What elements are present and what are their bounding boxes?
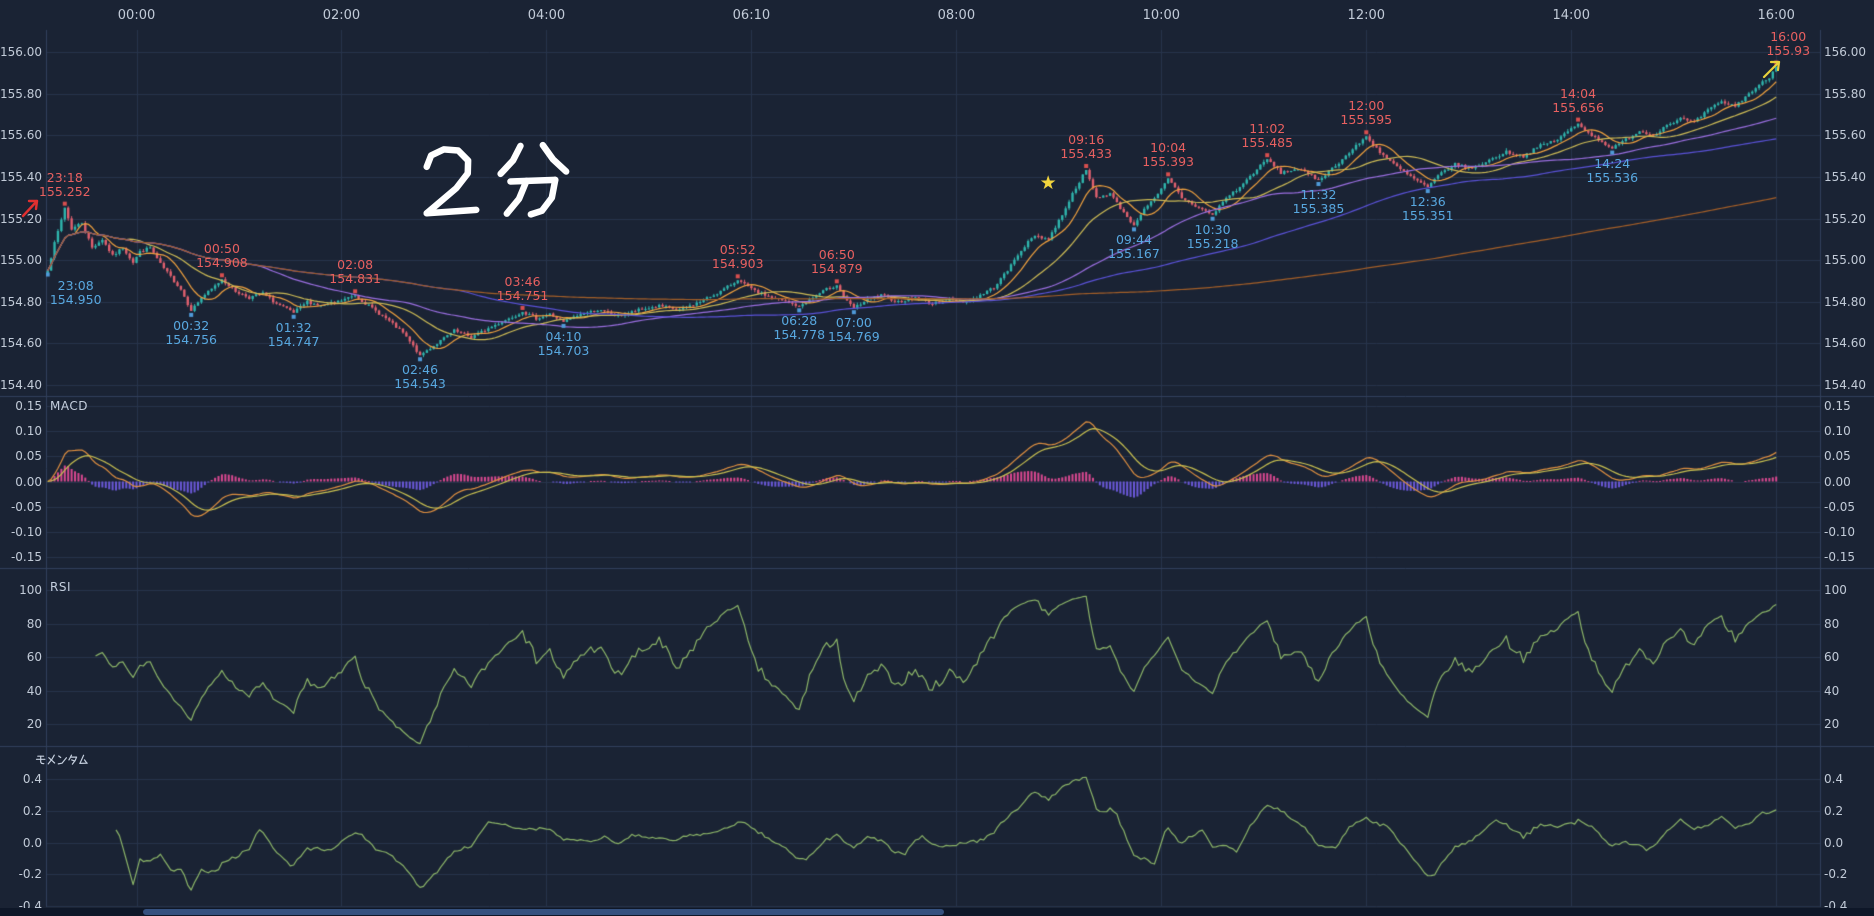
chart-horizontal-scrollbar[interactable] [0, 908, 1874, 916]
scrollbar-thumb[interactable] [143, 909, 944, 915]
